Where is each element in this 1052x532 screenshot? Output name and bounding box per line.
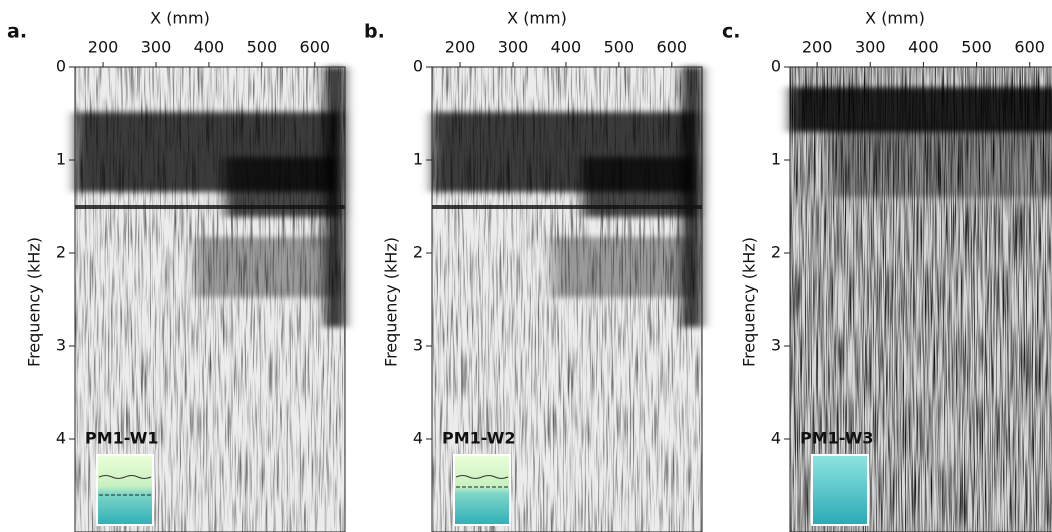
x-tick-label: 500: [247, 38, 278, 57]
x-axis-label: X (mm): [507, 9, 567, 28]
y-tick-label: 3: [413, 336, 423, 355]
y-tick-label: 4: [771, 429, 781, 448]
band: [195, 237, 335, 297]
x-tick-label: 200: [802, 38, 833, 57]
y-axis-label: Frequency (kHz): [740, 237, 759, 367]
x-tick-label: 500: [961, 38, 992, 57]
sample-icon: [96, 454, 154, 526]
spectrogram-image: [432, 67, 702, 532]
band: [790, 87, 1052, 132]
y-tick-label: 1: [56, 150, 66, 169]
y-axis-label: Frequency (kHz): [25, 237, 44, 367]
y-tick-label: 1: [771, 150, 781, 169]
y-tick-label: 1: [413, 150, 423, 169]
x-tick-label: 600: [1014, 38, 1045, 57]
sample-label: PM1-W2: [442, 429, 515, 448]
x-tick-label: 300: [498, 38, 529, 57]
band: [552, 237, 692, 297]
sample-icon: [811, 454, 869, 526]
panel-label: a.: [7, 21, 27, 43]
y-tick-label: 0: [413, 57, 423, 76]
x-tick-label: 300: [855, 38, 886, 57]
y-axis-label: Frequency (kHz): [382, 237, 401, 367]
plot-frame: [74, 66, 346, 532]
x-tick-label: 200: [88, 38, 119, 57]
y-tick-label: 4: [56, 429, 66, 448]
panel: PM1-W2 200 300 400 500 600 0 1 2 3 4 X (mm) Frequenc…: [364, 9, 703, 532]
sample-label: PM1-W1: [85, 429, 158, 448]
y-tick-label: 2: [771, 243, 781, 262]
spectrogram-image: [75, 67, 345, 532]
x-tick-label: 500: [604, 38, 635, 57]
panel-label: c.: [722, 21, 740, 43]
x-tick-label: 400: [908, 38, 939, 57]
panel-label: b.: [364, 21, 385, 43]
panel: PM1-W3 200 300 400 500 600 0 1 2 3 4 X (mm) Frequenc…: [722, 9, 1052, 532]
dark-band: [75, 67, 345, 327]
y-tick-label: 3: [56, 336, 66, 355]
band: [325, 67, 345, 327]
band: [682, 67, 702, 327]
x-tick-label: 400: [551, 38, 582, 57]
panel: PM1-W1 200 300 400 500 600 0 1 2 3 4 X (mm) Frequenc…: [7, 9, 346, 532]
dark-band: [790, 87, 1052, 197]
y-tick-label: 0: [56, 57, 66, 76]
x-tick-label: 300: [141, 38, 172, 57]
plot-frame: [789, 66, 1052, 532]
band-line: [432, 205, 702, 209]
surface-line: [455, 475, 509, 479]
x-tick-label: 200: [445, 38, 476, 57]
sample-label: PM1-W3: [800, 429, 873, 448]
plot-frame: [431, 66, 703, 532]
y-tick-label: 0: [771, 57, 781, 76]
x-tick-label: 600: [300, 38, 331, 57]
x-axis-label: X (mm): [865, 9, 925, 28]
y-tick-label: 4: [413, 429, 423, 448]
sample-icon: [453, 454, 511, 526]
x-tick-label: 600: [657, 38, 688, 57]
y-tick-label: 3: [771, 336, 781, 355]
band-line: [75, 205, 345, 209]
x-axis-label: X (mm): [150, 9, 210, 28]
y-tick-label: 2: [413, 243, 423, 262]
y-tick-label: 2: [56, 243, 66, 262]
band: [830, 127, 1052, 197]
x-tick-label: 400: [194, 38, 225, 57]
surface-line: [98, 475, 152, 479]
